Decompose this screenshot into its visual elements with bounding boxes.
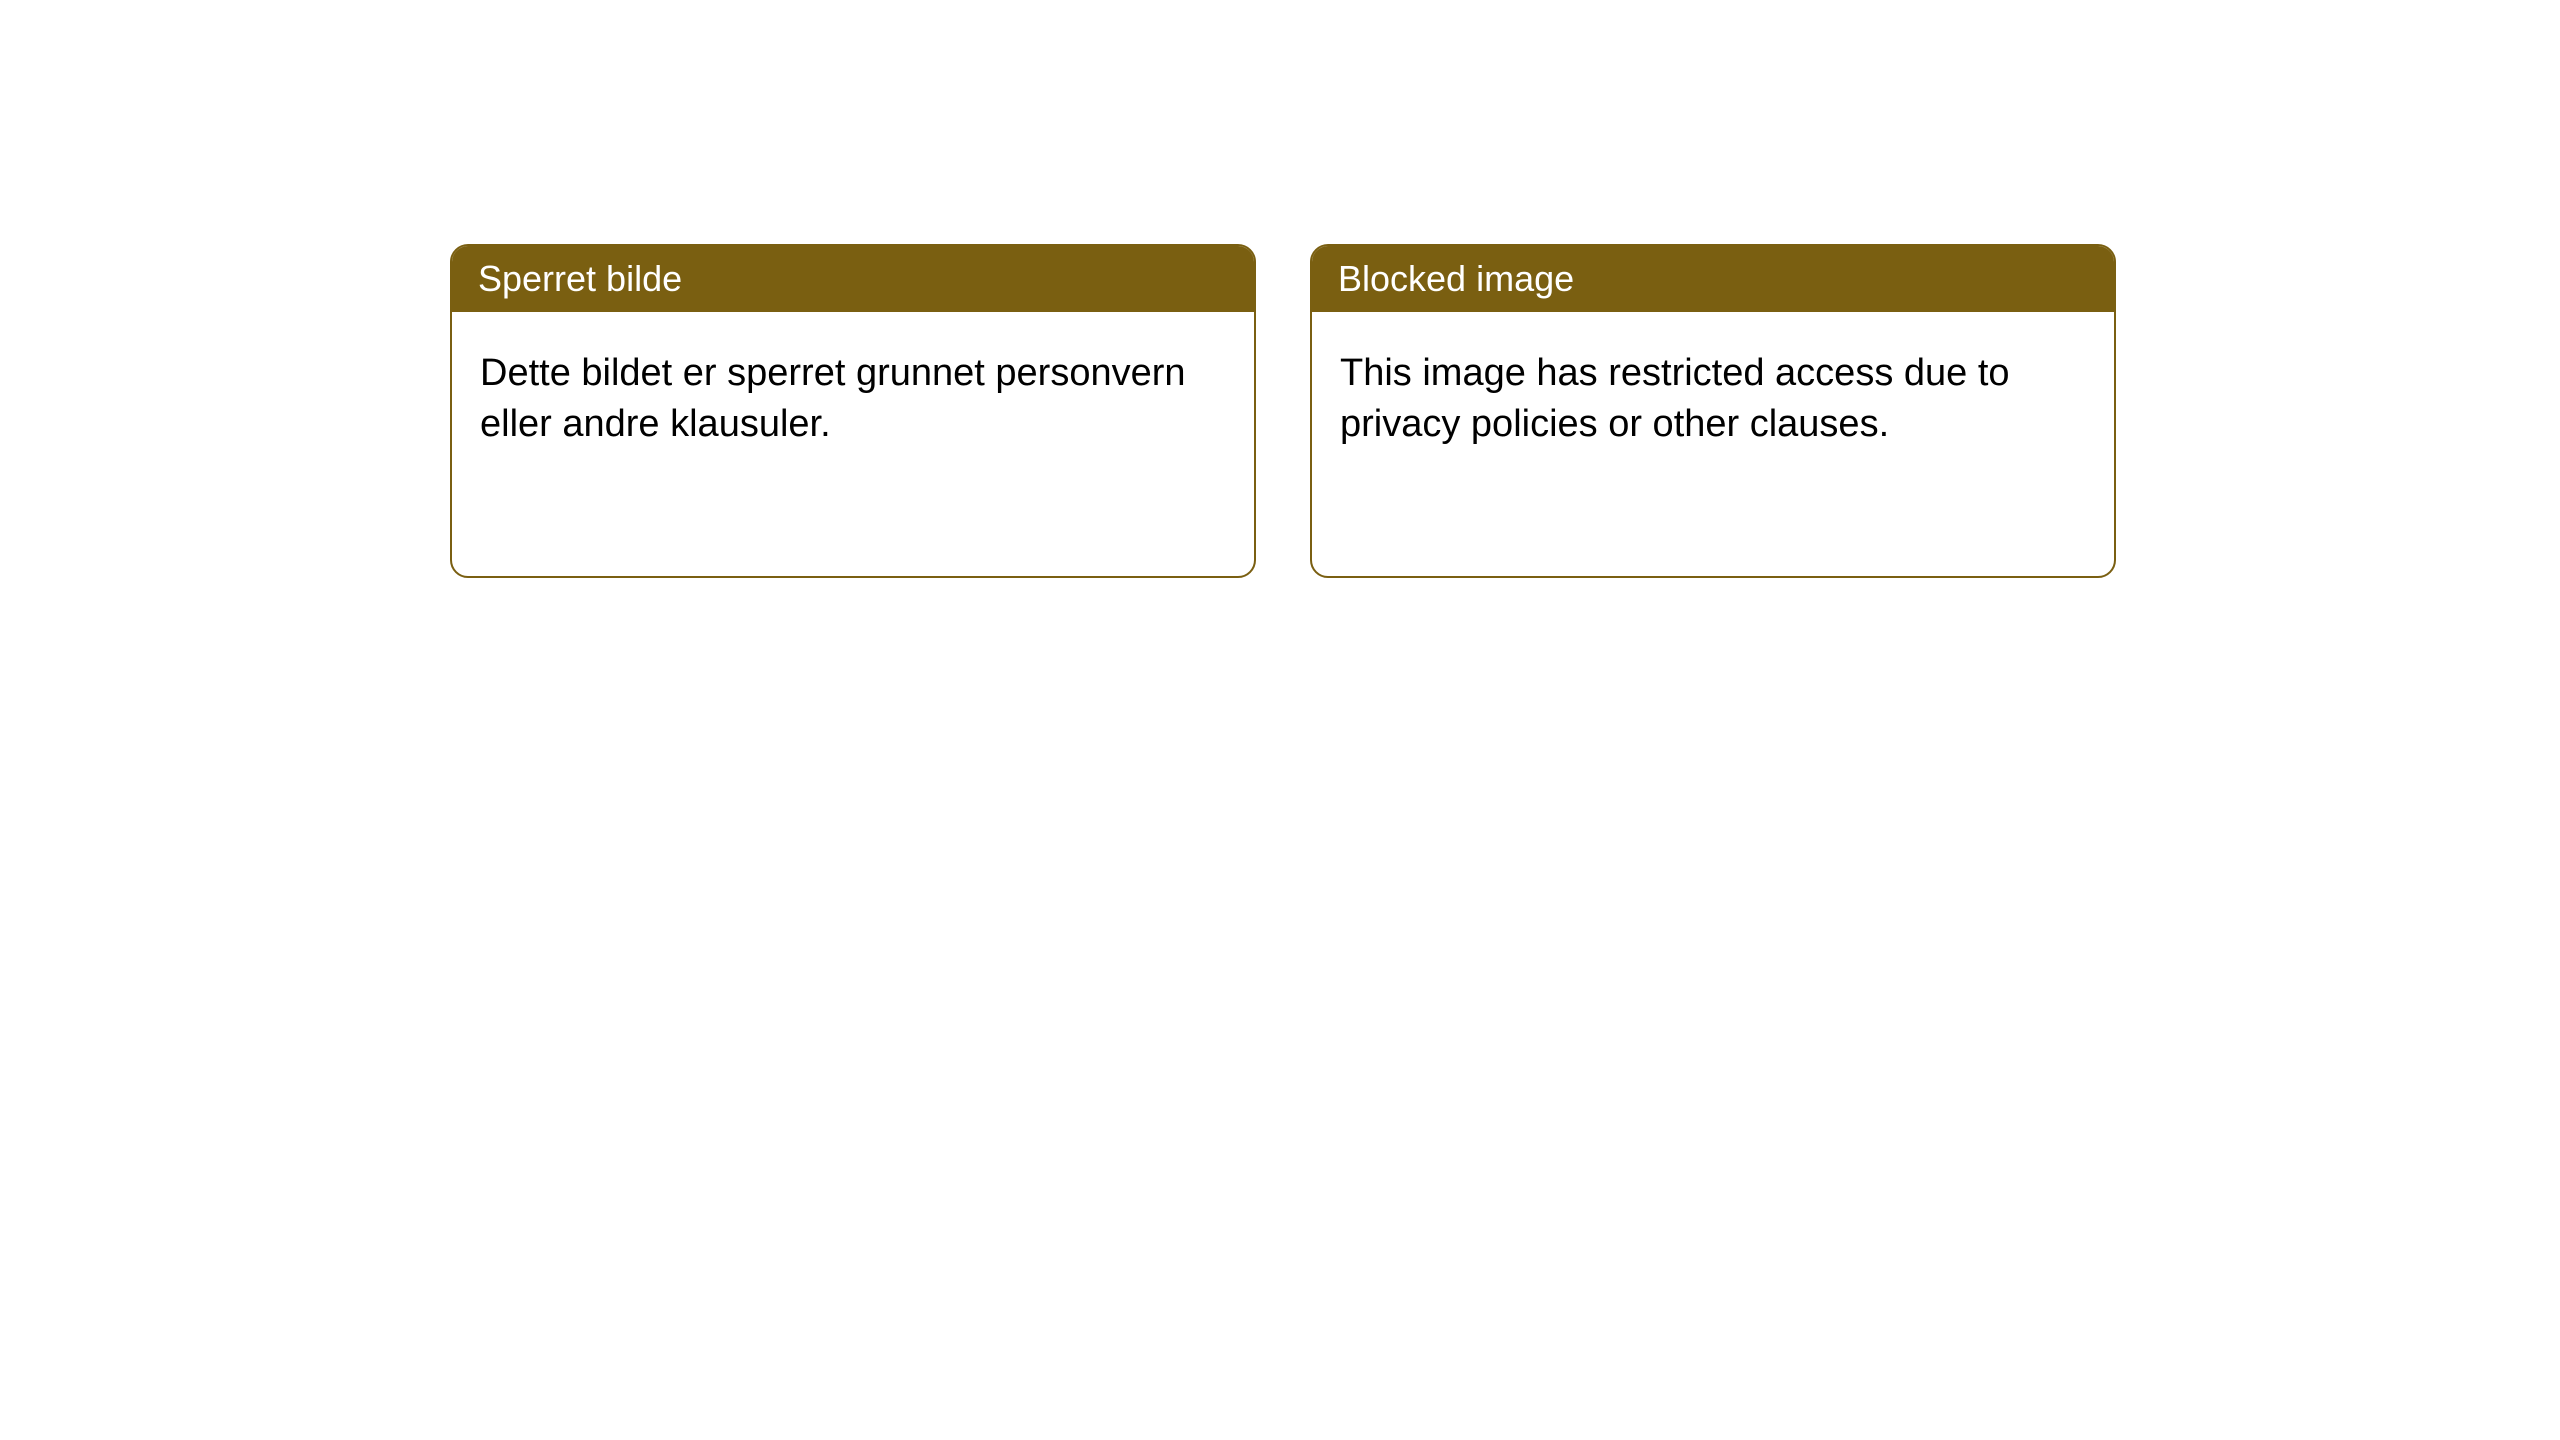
notice-title-no: Sperret bilde xyxy=(452,246,1254,312)
notice-title-en: Blocked image xyxy=(1312,246,2114,312)
notice-card-en: Blocked image This image has restricted … xyxy=(1310,244,2116,578)
notice-body-en: This image has restricted access due to … xyxy=(1312,312,2114,487)
notice-body-no: Dette bildet er sperret grunnet personve… xyxy=(452,312,1254,487)
notice-container: Sperret bilde Dette bildet er sperret gr… xyxy=(0,0,2560,578)
notice-card-no: Sperret bilde Dette bildet er sperret gr… xyxy=(450,244,1256,578)
